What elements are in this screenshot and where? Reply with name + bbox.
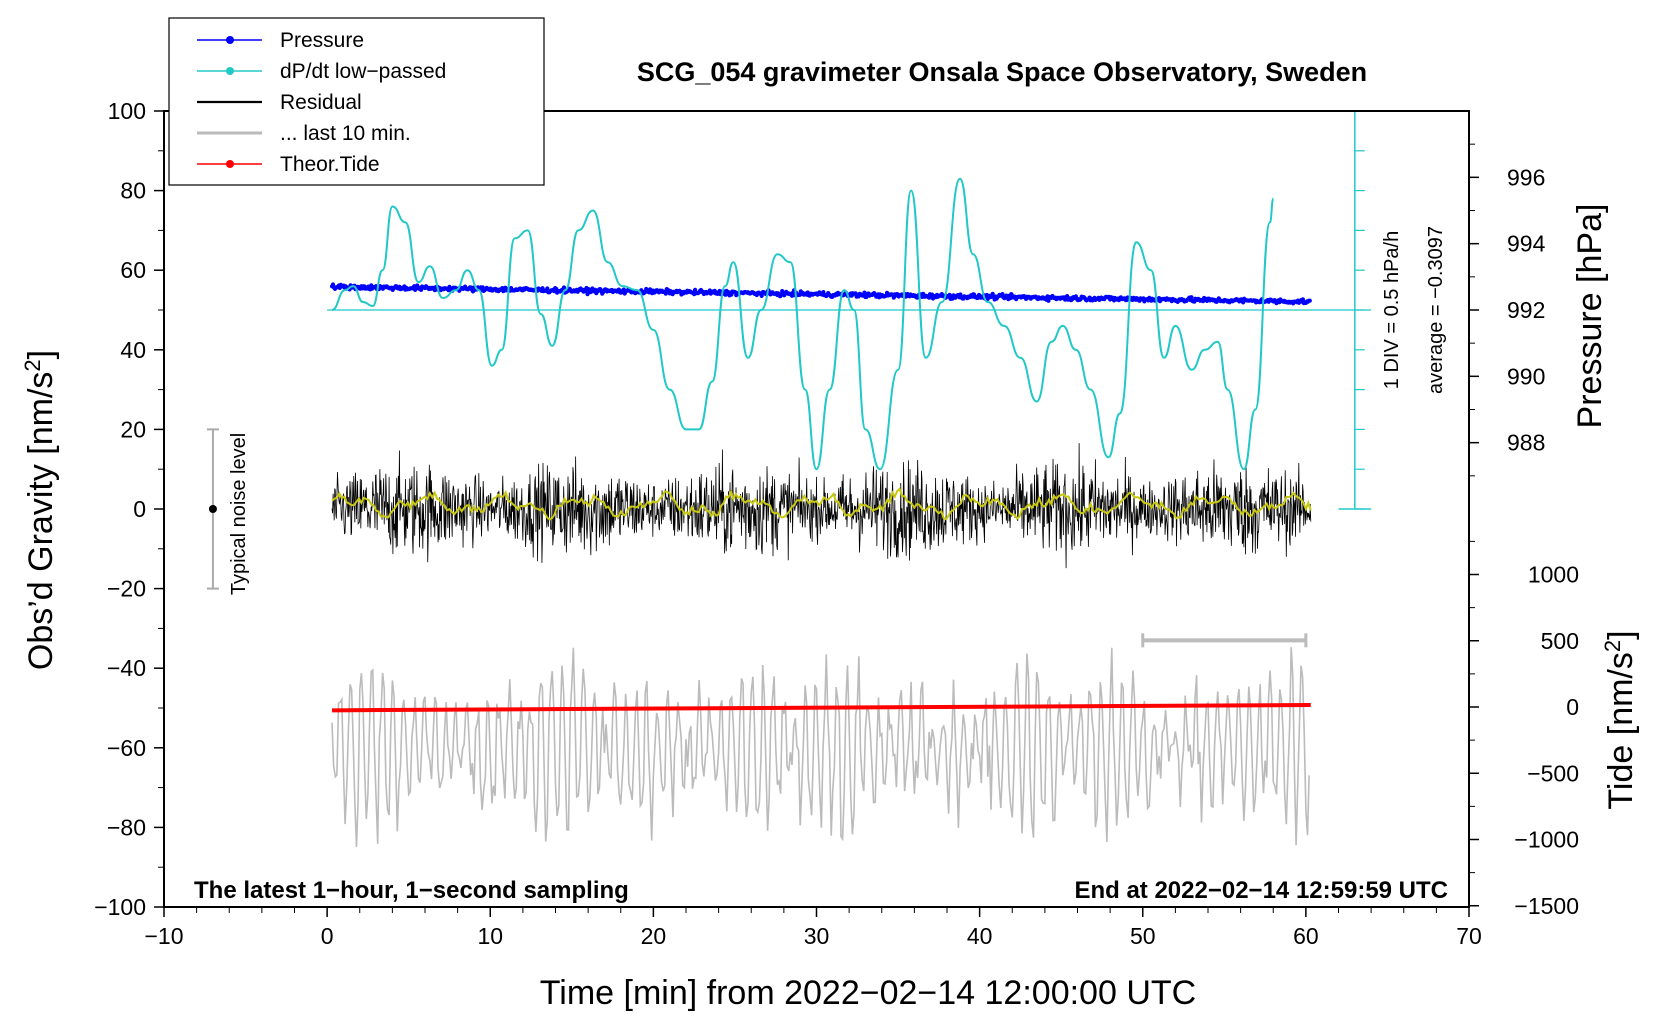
x-tick-label: 50 bbox=[1130, 923, 1156, 949]
legend-label: Theor.Tide bbox=[280, 153, 380, 176]
pressure-point bbox=[1189, 295, 1194, 300]
x-tick-label: 40 bbox=[967, 923, 993, 949]
x-tick-label: 10 bbox=[477, 923, 503, 949]
y-axis-title-left-superscript: 2 bbox=[20, 359, 45, 371]
pressure-point bbox=[862, 290, 867, 295]
end-time-note: End at 2022−02−14 12:59:59 UTC bbox=[1074, 877, 1448, 904]
pressure-point bbox=[545, 286, 550, 291]
pressure-point bbox=[693, 287, 698, 292]
y-axis-title-tide: Tide [nm/s2] bbox=[1600, 630, 1640, 809]
tide-tick-label: −1500 bbox=[1514, 893, 1579, 919]
series-pressure bbox=[329, 282, 1312, 306]
average-label: average = −0.3097 bbox=[1425, 226, 1447, 394]
series-dpdt bbox=[331, 177, 1275, 471]
series-last-10-min bbox=[331, 647, 1310, 848]
axes-layer: −10 0 10 20 30 40 50 60 70100806040200−20−40−60−… bbox=[94, 98, 1579, 949]
x-tick-label: 0 bbox=[321, 923, 334, 949]
x-tick-label: −10 bbox=[144, 923, 183, 949]
pressure-point bbox=[1046, 298, 1051, 303]
x-tick-label: 70 bbox=[1456, 923, 1482, 949]
pressure-point bbox=[663, 291, 668, 296]
y-tick-label: 80 bbox=[120, 178, 146, 204]
x-tick-label: 20 bbox=[641, 923, 667, 949]
legend-marker bbox=[226, 160, 234, 168]
dpdt-scale-label: 1 DIV = 0.5 hPa/h bbox=[1381, 231, 1403, 389]
y-axis-title-tide-superscript: 2 bbox=[1600, 640, 1625, 652]
tide-tick-label: 500 bbox=[1541, 628, 1579, 654]
typical-noise-label: Typical noise level bbox=[228, 433, 250, 595]
y-tick-label: −80 bbox=[107, 814, 146, 840]
y-tick-label: 20 bbox=[120, 416, 146, 442]
x-tick-label: 30 bbox=[804, 923, 830, 949]
pressure-point bbox=[759, 293, 764, 298]
y-tick-label: 40 bbox=[120, 337, 146, 363]
pressure-point bbox=[1000, 292, 1005, 297]
pressure-tick-label: 996 bbox=[1507, 164, 1545, 190]
y-tick-label: −100 bbox=[94, 894, 146, 920]
pressure-tick-label: 988 bbox=[1507, 430, 1545, 456]
y-tick-label: 100 bbox=[108, 98, 146, 124]
y-axis-title-tide-text: Tide [nm/s bbox=[1602, 652, 1640, 809]
pressure-point bbox=[1307, 298, 1312, 303]
pressure-point bbox=[990, 291, 995, 296]
pressure-tick-label: 994 bbox=[1507, 231, 1546, 257]
x-tick-label: 60 bbox=[1293, 923, 1319, 949]
tide-tick-label: −1000 bbox=[1514, 827, 1579, 853]
series-layer bbox=[206, 177, 1312, 848]
x-axis-title: Time [min] from 2022−02−14 12:00:00 UTC bbox=[540, 974, 1196, 1012]
y-tick-label: −40 bbox=[107, 655, 146, 681]
y-axis-title-left-text: Obs’d Gravity [nm/s bbox=[22, 372, 60, 671]
legend-marker bbox=[226, 67, 234, 75]
y-tick-label: −20 bbox=[107, 576, 146, 602]
legend: Pressure dP/dt low−passed Residual ... last… bbox=[168, 17, 545, 186]
pressure-point bbox=[561, 285, 567, 290]
chart-title: SCG_054 gravimeter Onsala Space Observat… bbox=[637, 57, 1367, 87]
legend-label: ... last 10 min. bbox=[280, 122, 411, 145]
sampling-note: The latest 1−hour, 1−second sampling bbox=[194, 877, 629, 904]
pressure-tick-label: 990 bbox=[1507, 363, 1545, 389]
legend-label: Residual bbox=[280, 91, 362, 114]
y-tick-label: 60 bbox=[120, 257, 146, 283]
legend-label: Pressure bbox=[280, 29, 364, 52]
series-residual-smoothed bbox=[331, 486, 1312, 521]
y-tick-label: 0 bbox=[133, 496, 146, 522]
pressure-tick-label: 992 bbox=[1507, 297, 1545, 323]
tide-tick-label: −500 bbox=[1527, 760, 1579, 786]
legend-marker bbox=[226, 36, 234, 44]
y-axis-title-pressure: Pressure [hPa] bbox=[1571, 204, 1609, 429]
y-axis-title-left: Obs’d Gravity [nm/s2] bbox=[20, 350, 60, 670]
noise-bar-center bbox=[208, 505, 217, 513]
legend-label: dP/dt low−passed bbox=[280, 60, 446, 83]
series-theor-tide bbox=[332, 703, 1311, 713]
tide-tick-label: 1000 bbox=[1528, 562, 1579, 588]
y-tick-label: −60 bbox=[107, 735, 146, 761]
y-axis-title-tide-end: ] bbox=[1602, 630, 1640, 639]
tide-tick-label: 0 bbox=[1566, 694, 1579, 720]
y-axis-title-left-end: ] bbox=[22, 350, 60, 359]
